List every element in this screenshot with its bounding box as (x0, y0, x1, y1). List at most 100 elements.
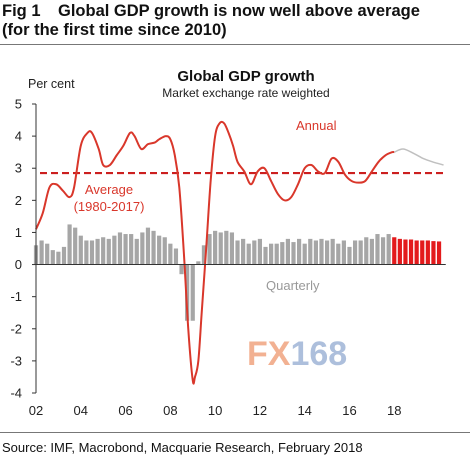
quarterly-bar (308, 238, 313, 265)
x-tick-label: 02 (29, 403, 43, 418)
watermark: FX168 (247, 335, 347, 373)
quarterly-annotation: Quarterly (266, 278, 320, 293)
title-separator (0, 44, 470, 45)
quarterly-bar (280, 242, 285, 265)
quarterly-bar (252, 240, 257, 265)
quarterly-bar (173, 248, 179, 265)
quarterly-forecast-bar (420, 240, 425, 265)
quarterly-bar (324, 240, 330, 265)
y-axis-label: Per cent (28, 77, 75, 91)
watermark-168: 168 (290, 335, 347, 373)
y-tick-label: 5 (15, 97, 22, 112)
quarterly-bar (213, 230, 218, 265)
quarterly-bar (129, 234, 134, 265)
quarterly-bar (157, 235, 162, 265)
quarterly-bar (330, 238, 335, 265)
y-tick-label: -2 (10, 321, 22, 336)
quarterly-bar (269, 243, 274, 265)
y-tick-label: -3 (10, 353, 22, 368)
quarterly-bar (140, 232, 145, 265)
quarterly-forecast-bar (431, 241, 436, 265)
quarterly-bar (179, 264, 184, 275)
quarterly-bar (101, 237, 106, 265)
y-tick-marks (32, 103, 36, 394)
x-tick-label: 08 (163, 403, 177, 418)
quarterly-bar (145, 227, 151, 265)
chart-subtitle: Market exchange rate weighted (162, 86, 329, 100)
y-tick-label: -1 (10, 289, 22, 304)
quarterly-bar (56, 251, 61, 265)
quarterly-bar (61, 246, 67, 265)
figure-title-line2: (for the first time since 2010) (2, 21, 227, 39)
quarterly-bar (369, 238, 374, 265)
x-tick-label: 10 (208, 403, 222, 418)
y-tick-label: 0 (15, 257, 22, 272)
quarterly-bar (285, 238, 290, 265)
quarterly-bar (375, 234, 380, 265)
quarterly-bar (89, 240, 95, 265)
quarterly-bar (207, 234, 212, 265)
x-tick-labels: 02 04 06 08 10 12 14 16 18 (29, 403, 402, 418)
quarterly-forecast-bar (425, 240, 430, 265)
quarterly-bar (84, 240, 89, 265)
figure-title: Fig 1 Global GDP growth is now well above… (2, 2, 468, 40)
quarterly-bar (106, 238, 111, 265)
source-separator (0, 432, 470, 433)
quarterly-bar (274, 243, 279, 265)
quarterly-bar (224, 230, 229, 265)
average-annotation-line1: Average (85, 182, 133, 197)
quarterly-bar (67, 224, 72, 265)
watermark-fx: FX (247, 335, 291, 373)
quarterly-bar (201, 245, 207, 265)
quarterly-bar (358, 240, 363, 265)
quarterly-forecast-bar (403, 239, 408, 265)
quarterly-forecast-bar (436, 241, 442, 265)
quarterly-bar (78, 235, 83, 265)
quarterly-forecast-bar (397, 238, 402, 265)
quarterly-forecast-bar (414, 240, 419, 265)
quarterly-bar (263, 246, 268, 265)
quarterly-forecast-bar (408, 239, 414, 265)
y-tick-label: -4 (10, 386, 22, 401)
quarterly-bar (319, 238, 324, 265)
y-tick-label: 2 (15, 193, 22, 208)
annual-annotation: Annual (296, 118, 337, 133)
quarterly-bar (291, 242, 296, 265)
quarterly-bar (134, 238, 139, 265)
x-tick-label: 12 (253, 403, 267, 418)
quarterly-bar (73, 227, 78, 265)
quarterly-bar (95, 238, 100, 265)
quarterly-bar (297, 238, 302, 265)
y-tick-labels: -4 -3 -2 -1 0 1 2 3 4 5 (10, 97, 22, 401)
annual-series-line (35, 120, 395, 385)
y-tick-label: 4 (15, 129, 22, 144)
quarterly-bar (246, 243, 251, 265)
quarterly-bar (39, 240, 44, 265)
figure-title-line1: Global GDP growth is now well above aver… (58, 2, 420, 20)
quarterly-bar (257, 238, 263, 265)
source-note: Source: IMF, Macrobond, Macquarie Resear… (2, 440, 363, 455)
x-tick-label: 06 (118, 403, 132, 418)
quarterly-bar (196, 261, 201, 265)
quarterly-bars (33, 224, 391, 321)
quarterly-bar (218, 232, 223, 265)
figure-number: Fig 1 (2, 2, 41, 20)
quarterly-bar (117, 232, 123, 265)
y-tick-label: 3 (15, 161, 22, 176)
y-tick-label: 1 (15, 225, 22, 240)
quarterly-bar (168, 243, 173, 265)
quarterly-forecast-bar (392, 237, 397, 265)
quarterly-bar (347, 246, 352, 265)
x-tick-label: 18 (387, 403, 401, 418)
quarterly-bar (241, 238, 246, 265)
x-tick-label: 14 (297, 403, 311, 418)
quarterly-bar (341, 240, 346, 265)
quarterly-bar (352, 240, 358, 265)
quarterly-bar (151, 230, 156, 265)
quarterly-bar (123, 234, 128, 265)
quarterly-bar (235, 240, 240, 265)
quarterly-bar (190, 264, 195, 321)
x-tick-label: 16 (342, 403, 356, 418)
quarterly-bar (185, 264, 190, 321)
